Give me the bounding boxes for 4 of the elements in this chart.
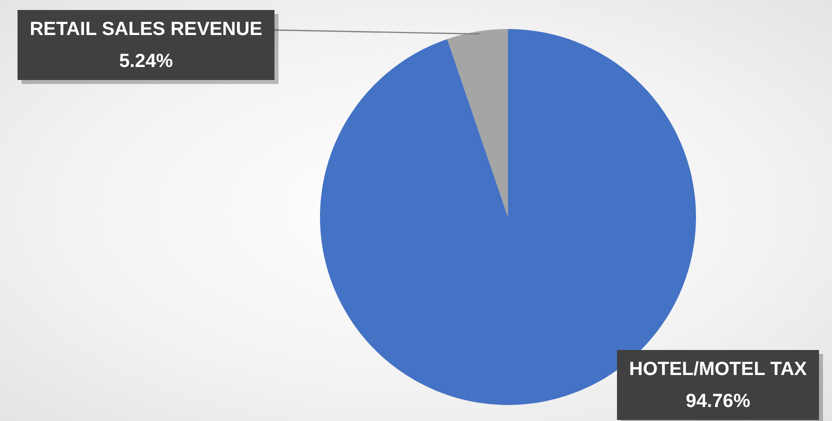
data-label: 94.76% bbox=[686, 391, 750, 412]
data-label: 5.24% bbox=[119, 51, 174, 72]
slice-label: HOTEL/MOTEL TAX bbox=[629, 359, 808, 380]
slice-label: RETAIL SALES REVENUE bbox=[30, 19, 262, 40]
